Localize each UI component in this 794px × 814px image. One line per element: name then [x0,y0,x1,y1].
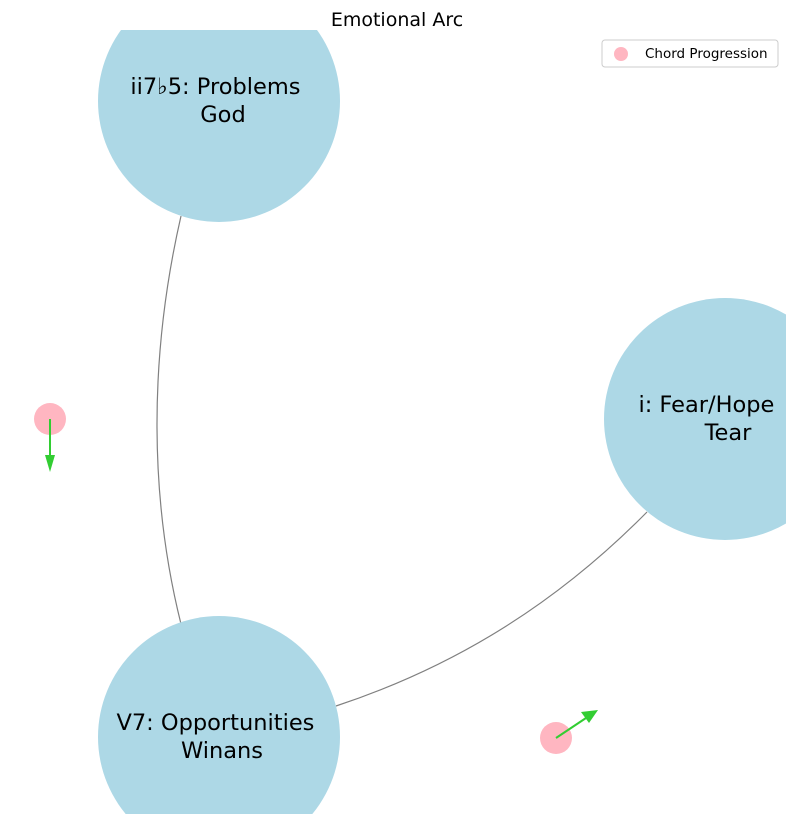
node-v7-opportunities-winans [98,616,340,814]
node-ii-label-line-2: God [200,102,245,128]
node-v-label: V7: Opportunities Winans [116,710,321,764]
legend: Chord Progression [601,39,779,68]
edge-ii-to-v [156,215,182,625]
arrow-up-right-icon [555,710,598,739]
node-ii-problems-god [98,30,340,222]
node-ii-label: ii7♭5: Problems God [130,74,307,128]
node-i-fear-hope-tear [604,298,786,540]
legend-box [601,39,779,68]
node-i-label: i: Fear/Hope Tear [638,392,781,446]
node-i-label-line-1: i: Fear/Hope [638,392,774,418]
node-i-label-line-2: Tear [704,420,753,446]
diagram-area: ii7♭5: Problems God i: Fear/Hope Tear V7… [34,30,786,814]
legend-marker-icon [614,47,628,61]
node-ii-label-line-1: ii7♭5: Problems [130,74,300,100]
node-v-label-line-2: Winans [181,738,263,764]
diagram-title: Emotional Arc [331,9,463,31]
edge-i-to-v [335,511,648,707]
legend-label: Chord Progression [645,46,768,62]
node-v-label-line-1: V7: Opportunities [116,710,314,736]
arrow-down-icon [45,419,55,472]
